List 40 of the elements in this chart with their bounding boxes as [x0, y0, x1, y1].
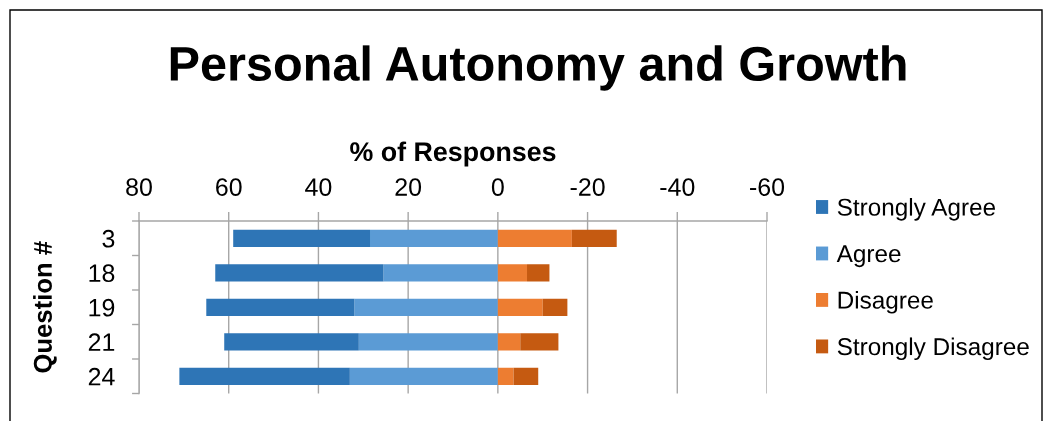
y-tick-label: 19 — [89, 298, 115, 317]
bar — [571, 229, 617, 247]
x-tick-label: 0 — [491, 178, 504, 196]
bar — [370, 229, 498, 247]
bar — [206, 298, 355, 316]
legend-label: Agree — [836, 245, 901, 268]
bar — [497, 298, 543, 316]
x-tick-label: 80 — [126, 178, 152, 196]
bar — [349, 367, 498, 385]
bar — [520, 333, 559, 351]
bar — [215, 264, 384, 282]
bar — [513, 367, 539, 385]
x-tick-label: -40 — [660, 178, 695, 196]
legend-label: Disagree — [838, 290, 933, 314]
bar — [497, 264, 528, 282]
bar — [542, 298, 568, 316]
x-tick-label: 40 — [305, 178, 332, 196]
legend-label: Strongly Disagree — [837, 337, 1029, 361]
x-axis-title: % of Responses — [350, 141, 556, 167]
y-tick-label: 21 — [88, 333, 115, 351]
bar — [224, 333, 359, 351]
bar — [497, 367, 514, 385]
y-tick-label: 18 — [89, 264, 115, 283]
y-axis-title: Question # — [33, 241, 57, 373]
legend-label: Strongly Agree — [837, 198, 996, 221]
bar — [527, 264, 550, 282]
bar — [233, 229, 371, 247]
x-tick-label: 60 — [216, 178, 242, 196]
bar — [358, 333, 498, 351]
bar — [497, 333, 521, 351]
x-tick-label: -20 — [570, 178, 605, 196]
y-tick-label: 24 — [88, 367, 115, 386]
x-tick-label: 20 — [395, 178, 422, 196]
bar — [354, 298, 498, 316]
chart-title: Personal Autonomy and Growth — [170, 45, 906, 91]
bar — [383, 264, 498, 282]
y-tick-label: 3 — [102, 229, 115, 248]
bar — [497, 229, 572, 247]
bar — [179, 367, 350, 385]
x-tick-label: -60 — [750, 178, 785, 196]
